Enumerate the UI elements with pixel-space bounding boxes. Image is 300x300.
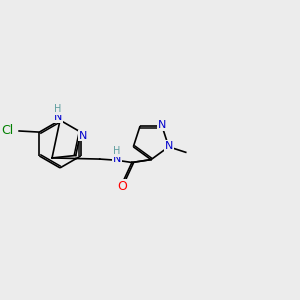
Text: N: N	[158, 120, 167, 130]
Text: N: N	[54, 112, 62, 122]
Text: Cl: Cl	[1, 124, 13, 137]
Text: H: H	[54, 104, 62, 114]
Text: H: H	[113, 146, 121, 156]
Text: O: O	[118, 180, 128, 193]
Text: N: N	[113, 154, 121, 164]
Text: N: N	[164, 141, 173, 151]
Text: N: N	[79, 130, 87, 140]
